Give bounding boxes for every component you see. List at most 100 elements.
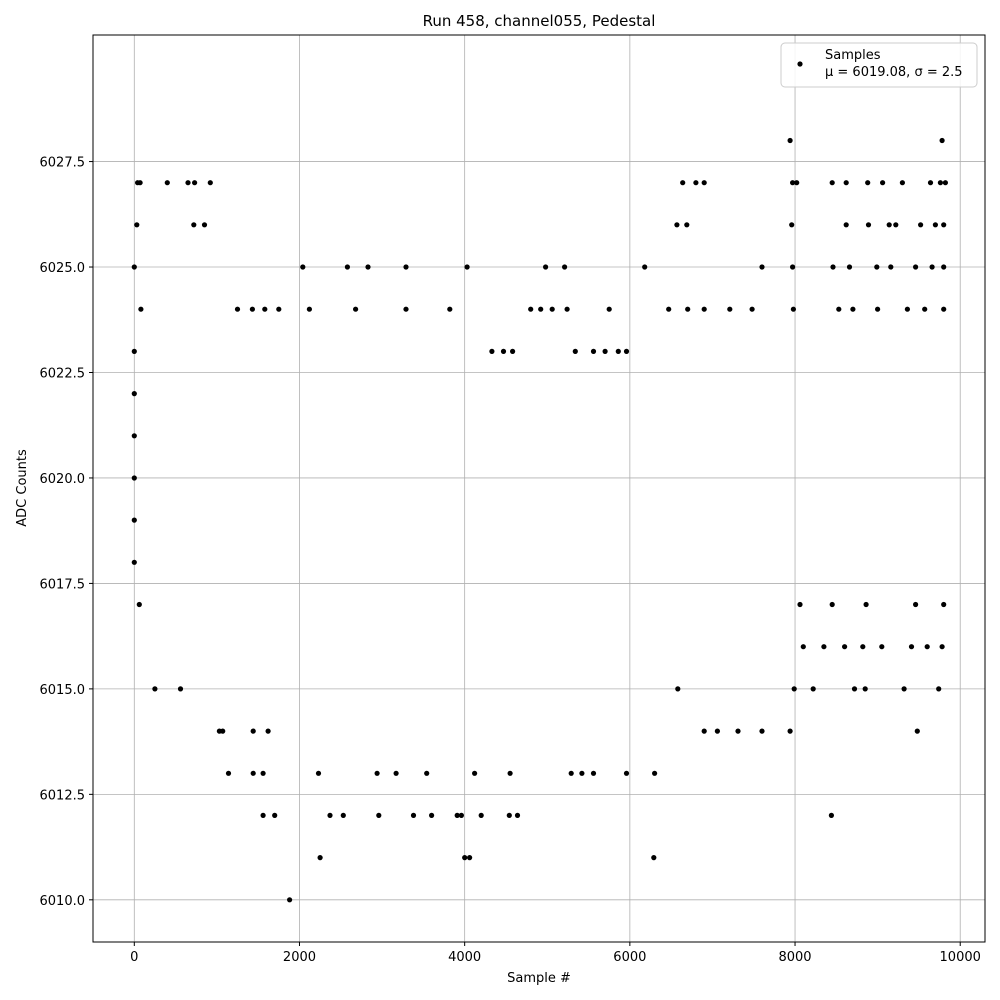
data-point xyxy=(514,812,521,819)
data-point xyxy=(941,222,947,228)
data-point xyxy=(842,644,848,650)
data-point xyxy=(642,264,648,270)
data-point xyxy=(454,812,460,819)
data-point xyxy=(830,264,836,270)
data-point xyxy=(538,306,544,312)
data-point xyxy=(843,180,849,186)
data-point xyxy=(207,180,213,186)
chart-title: Run 458, channel055, Pedestal xyxy=(423,12,656,30)
data-point xyxy=(376,812,382,819)
data-point xyxy=(506,812,512,819)
data-point xyxy=(790,264,796,270)
plot-frame xyxy=(92,34,986,943)
data-point xyxy=(131,391,137,397)
data-point xyxy=(924,644,930,650)
data-point xyxy=(651,855,657,861)
data-point xyxy=(403,306,409,312)
y-tick-label: 6010.0 xyxy=(40,894,86,909)
data-point xyxy=(787,728,793,734)
data-point xyxy=(862,686,868,692)
data-point xyxy=(886,222,892,228)
data-point xyxy=(913,601,919,608)
data-point xyxy=(572,348,578,354)
data-point xyxy=(874,264,880,270)
grid-lines xyxy=(93,35,985,942)
data-point xyxy=(201,222,208,228)
data-point xyxy=(922,306,928,312)
data-point xyxy=(590,348,597,354)
data-point xyxy=(684,222,690,228)
x-tick-label: 2000 xyxy=(283,950,316,965)
data-point xyxy=(863,601,869,608)
data-point xyxy=(260,812,266,819)
data-point xyxy=(543,264,549,270)
data-point xyxy=(937,180,944,186)
data-point xyxy=(939,137,945,144)
y-tick-label: 6027.5 xyxy=(40,156,86,171)
data-point xyxy=(250,770,256,776)
data-point xyxy=(393,770,399,776)
data-point xyxy=(234,306,241,312)
y-tick-label: 6015.0 xyxy=(40,683,86,698)
data-point xyxy=(564,306,570,312)
data-point xyxy=(272,812,278,819)
data-point xyxy=(509,348,516,354)
legend-box xyxy=(780,42,978,88)
data-point xyxy=(265,728,271,734)
data-point xyxy=(549,306,555,312)
data-point xyxy=(507,770,513,776)
data-point xyxy=(340,812,346,819)
data-point xyxy=(134,222,140,228)
data-point xyxy=(562,264,568,270)
data-point xyxy=(287,897,293,903)
data-point xyxy=(225,770,232,776)
legend: Samples μ = 6019.08, σ = 2.5 xyxy=(780,42,978,88)
x-tick-label: 10000 xyxy=(940,950,981,965)
data-point xyxy=(787,137,793,144)
data-point xyxy=(447,306,453,312)
data-point xyxy=(365,264,371,270)
data-point xyxy=(500,348,507,354)
data-point xyxy=(693,180,699,186)
data-point xyxy=(131,433,137,439)
x-axis-ticks: 0 2000 4000 6000 8000 10000 xyxy=(130,942,981,965)
data-point xyxy=(467,855,473,861)
data-point xyxy=(652,770,658,776)
data-point xyxy=(791,686,797,692)
data-point xyxy=(929,264,935,270)
data-point xyxy=(191,222,197,228)
data-points xyxy=(131,137,949,903)
data-point xyxy=(192,180,198,186)
data-point xyxy=(353,306,359,312)
data-point xyxy=(829,601,835,608)
data-point xyxy=(424,770,430,776)
data-point xyxy=(789,222,795,228)
legend-marker xyxy=(797,61,803,67)
data-point xyxy=(899,180,906,186)
data-point xyxy=(913,264,919,270)
data-point xyxy=(850,306,856,312)
data-point xyxy=(136,601,142,608)
data-point xyxy=(790,180,796,186)
data-point xyxy=(164,180,170,186)
data-point xyxy=(828,812,835,819)
data-point xyxy=(941,601,947,608)
data-point xyxy=(579,770,585,776)
data-point xyxy=(462,855,468,861)
data-point xyxy=(528,306,534,312)
legend-stats: μ = 6019.08, σ = 2.5 xyxy=(825,65,963,80)
data-point xyxy=(836,306,842,312)
data-point xyxy=(250,728,256,734)
data-point xyxy=(674,222,680,228)
data-point xyxy=(942,180,949,186)
data-point xyxy=(843,222,849,228)
data-point xyxy=(941,306,947,312)
x-tick-label: 8000 xyxy=(778,950,811,965)
data-point xyxy=(137,180,143,186)
legend-label: Samples xyxy=(825,48,881,63)
data-point xyxy=(131,475,137,481)
data-point xyxy=(131,559,137,565)
data-point xyxy=(306,306,312,312)
data-point xyxy=(680,180,686,186)
